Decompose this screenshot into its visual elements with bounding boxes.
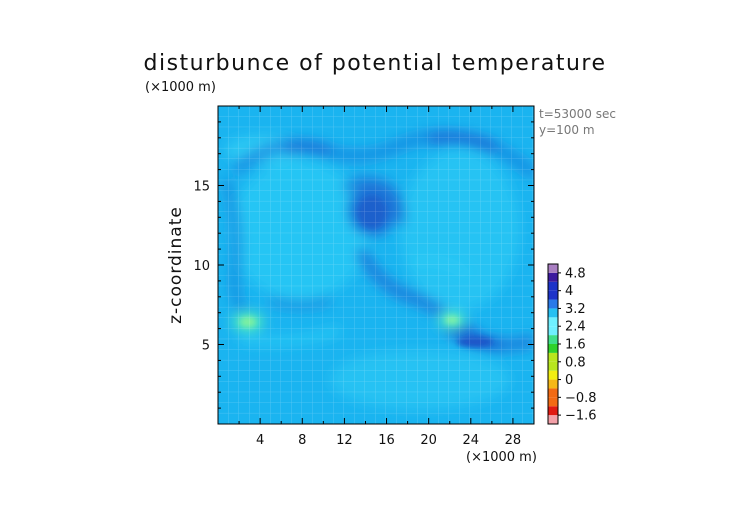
y-tick-label: 15 <box>193 180 210 195</box>
colorbar-segment <box>548 361 558 371</box>
colorbar-label: −1.6 <box>565 409 597 424</box>
colorbar-segment <box>548 281 558 291</box>
x-axis: 4 8 12 16 20 24 28 <box>238 106 522 448</box>
x-tick-label: 12 <box>336 433 353 448</box>
colorbar: 4.8 4 3.2 2.4 1.6 0.8 0 −0.8 −1.6 <box>547 263 597 425</box>
colorbar-segment <box>548 379 558 389</box>
colorbar-segment <box>548 415 558 424</box>
x-tick-label: 24 <box>463 433 480 448</box>
colorbar-label: 0.8 <box>565 355 586 370</box>
colorbar-segment <box>548 264 558 273</box>
colorbar-segment <box>548 397 558 407</box>
colorbar-label: 4 <box>565 284 573 299</box>
y-tick-label: 5 <box>202 339 210 354</box>
chart-title: disturbunce of potential temperature <box>144 51 607 76</box>
y-annotation: y=100 m <box>539 123 595 137</box>
colorbar-segment <box>548 317 558 327</box>
colorbar-segment <box>548 352 558 362</box>
colorbar-label: 1.6 <box>565 338 586 353</box>
colorbar-label: 3.2 <box>565 302 586 317</box>
colorbar-segment <box>548 272 558 282</box>
colorbar-label: 2.4 <box>565 320 586 335</box>
colorbar-segment <box>548 299 558 309</box>
time-annotation: t=53000 sec <box>539 107 616 121</box>
x-tick-label: 20 <box>420 433 437 448</box>
colorbar-label: −0.8 <box>565 391 597 406</box>
colorbar-segment <box>548 344 558 353</box>
colorbar-segment <box>548 326 558 336</box>
colorbar-label: 0 <box>565 373 573 388</box>
colorbar-segment <box>548 406 558 416</box>
x-tick-label: 8 <box>298 433 306 448</box>
x-unit-label: (×1000 m) <box>466 450 537 465</box>
colorbar-segment <box>548 388 558 398</box>
colorbar-segment <box>548 290 558 300</box>
x-tick-label: 4 <box>256 433 264 448</box>
colorbar-segment <box>548 335 558 344</box>
y-tick-label: 10 <box>193 259 210 274</box>
x-tick-label: 16 <box>378 433 395 448</box>
y-unit-label: (×1000 m) <box>145 80 216 95</box>
colorbar-segment <box>548 308 558 318</box>
grid-overlay <box>218 106 534 424</box>
contour-field <box>218 106 534 424</box>
y-axis-label: z-coordinate <box>166 206 186 324</box>
colorbar-segment <box>548 370 558 380</box>
y-axis: 5 10 15 <box>193 121 534 409</box>
colorbar-label: 4.8 <box>565 266 586 281</box>
x-tick-label: 28 <box>505 433 522 448</box>
